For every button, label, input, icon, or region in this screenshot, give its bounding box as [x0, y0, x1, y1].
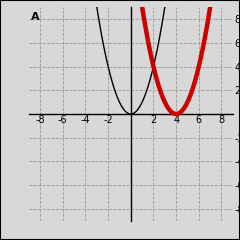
- Text: A: A: [31, 12, 40, 22]
